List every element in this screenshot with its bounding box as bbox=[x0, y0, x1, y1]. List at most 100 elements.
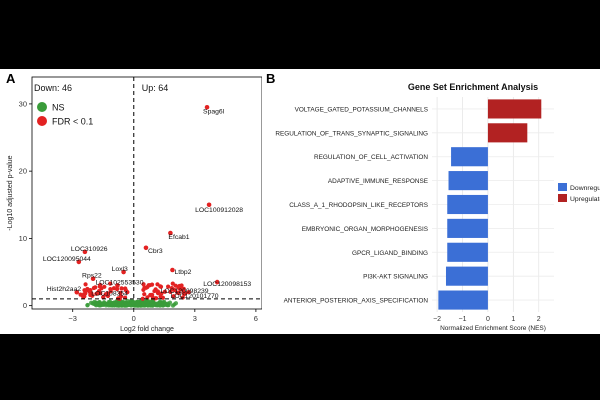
legend-label-ns: NS bbox=[52, 103, 65, 113]
point-label: LOC310926 bbox=[71, 246, 108, 253]
significant-point bbox=[145, 295, 150, 300]
significant-point bbox=[95, 291, 100, 296]
up-count-label: Up: 64 bbox=[142, 83, 169, 93]
significant-point bbox=[114, 287, 120, 292]
y-tick-label: 20 bbox=[19, 167, 27, 176]
point-label: LOC120095044 bbox=[43, 256, 91, 263]
ns-point bbox=[164, 302, 169, 307]
ns-point bbox=[117, 303, 122, 308]
ns-point bbox=[154, 302, 160, 307]
labeled-point bbox=[214, 279, 220, 285]
bar bbox=[438, 290, 488, 310]
significant-point bbox=[91, 285, 97, 291]
significant-point bbox=[166, 284, 171, 289]
bar bbox=[487, 99, 542, 119]
bar bbox=[447, 194, 488, 215]
significant-point bbox=[101, 295, 106, 300]
point-label: Loxl3 bbox=[112, 266, 128, 273]
point-label: LOC120098239 bbox=[161, 288, 209, 295]
significant-point bbox=[83, 291, 88, 296]
legend-label-up: Upregulated bbox=[570, 196, 600, 203]
x-axis-label: Log2 fold change bbox=[120, 326, 174, 333]
x-tick-label: 0 bbox=[486, 316, 490, 323]
down-count-label: Down: 46 bbox=[34, 83, 72, 93]
legend-marker-fdr bbox=[37, 116, 47, 126]
labeled-point bbox=[176, 290, 181, 296]
significant-point bbox=[171, 294, 176, 299]
labeled-point bbox=[76, 259, 82, 265]
labeled-point bbox=[105, 291, 110, 296]
labeled-point bbox=[115, 283, 120, 288]
significant-point bbox=[108, 287, 113, 292]
significant-point bbox=[119, 286, 124, 291]
ns-point bbox=[112, 301, 117, 306]
significant-point bbox=[141, 282, 146, 287]
significant-point bbox=[159, 291, 164, 296]
ns-point bbox=[136, 302, 141, 307]
labeled-point bbox=[170, 267, 175, 273]
category-label: CLASS_A_1_RHODOPSIN_LIKE_RECEPTORS bbox=[289, 202, 428, 209]
y-tick-label: 0 bbox=[23, 301, 27, 310]
category-label: REGULATION_OF_TRANS_SYNAPTIC_SIGNALING bbox=[275, 130, 428, 137]
labeled-point bbox=[204, 104, 210, 110]
x-tick-label: 0 bbox=[132, 314, 136, 323]
significant-point bbox=[78, 292, 83, 297]
ns-point bbox=[150, 303, 156, 308]
point-label: Efcab1 bbox=[168, 234, 189, 241]
significant-point bbox=[148, 292, 153, 298]
significant-point bbox=[90, 293, 95, 298]
ns-point bbox=[170, 303, 176, 308]
panel-label-a: A bbox=[6, 71, 16, 86]
point-label: Spag6l bbox=[203, 108, 225, 115]
significant-point bbox=[118, 290, 123, 296]
gsea-bar-chart: Gene Set Enrichment Analysis VOLTAGE_GATE… bbox=[275, 82, 600, 332]
significant-point bbox=[170, 281, 175, 286]
labeled-point bbox=[143, 245, 149, 251]
bar bbox=[445, 266, 488, 286]
point-label: Rps22 bbox=[82, 273, 102, 280]
bar bbox=[487, 123, 528, 143]
legend-label-down: Downregulated bbox=[570, 185, 600, 192]
ns-point bbox=[85, 303, 90, 308]
bar bbox=[448, 171, 488, 191]
category-label: GPCR_LIGAND_BINDING bbox=[352, 250, 428, 257]
significant-point bbox=[153, 287, 158, 292]
panel-label-b: B bbox=[266, 71, 276, 86]
significant-point bbox=[186, 290, 191, 295]
y-tick-label: 10 bbox=[19, 234, 27, 243]
significant-point bbox=[168, 289, 173, 294]
volcano-plot: −3 0 3 6 0 10 20 30 Log2 fold change -Log10 adjus… bbox=[7, 76, 262, 333]
x-axis-label: Normalized Enrichment Score (NES) bbox=[440, 325, 546, 332]
significant-point bbox=[116, 296, 121, 301]
point-label: LOC120098153 bbox=[203, 281, 251, 288]
point-label: LOC120101770 bbox=[171, 293, 219, 300]
significant-point bbox=[142, 292, 147, 297]
significant-point bbox=[158, 284, 164, 289]
significant-point bbox=[172, 288, 177, 293]
legend-swatch-down bbox=[558, 183, 567, 191]
significant-point bbox=[97, 284, 102, 289]
point-label: LOC100912028 bbox=[195, 207, 243, 214]
x-tick-label: 3 bbox=[193, 314, 197, 323]
labeled-point bbox=[206, 202, 212, 208]
category-label: REGULATION_OF_CELL_ACTIVATION bbox=[314, 154, 428, 161]
point-label: Ltbp2 bbox=[174, 269, 191, 276]
category-label: PI3K-AKT SIGNALING bbox=[363, 274, 428, 281]
significant-point bbox=[154, 296, 159, 301]
significant-point bbox=[173, 283, 178, 288]
significant-point bbox=[149, 282, 155, 287]
legend-label-fdr: FDR < 0.1 bbox=[52, 117, 93, 127]
ns-point bbox=[104, 301, 109, 306]
category-label: ADAPTIVE_IMMUNE_RESPONSE bbox=[328, 178, 428, 185]
figure-panel: A B −3 0 3 6 0 10 20 30 Log2 fold change -Log10 a… bbox=[0, 69, 600, 334]
x-tick-label: −2 bbox=[433, 316, 441, 323]
significant-point bbox=[162, 289, 167, 294]
chart-title: Gene Set Enrichment Analysis bbox=[408, 82, 538, 92]
ns-point bbox=[100, 301, 105, 307]
x-tick-label: −1 bbox=[459, 316, 467, 323]
y-tick-label: 30 bbox=[19, 99, 27, 108]
bar bbox=[451, 147, 488, 167]
x-tick-label: 6 bbox=[254, 314, 258, 323]
significant-point bbox=[108, 281, 113, 286]
point-label: LOC108354 bbox=[91, 291, 128, 298]
